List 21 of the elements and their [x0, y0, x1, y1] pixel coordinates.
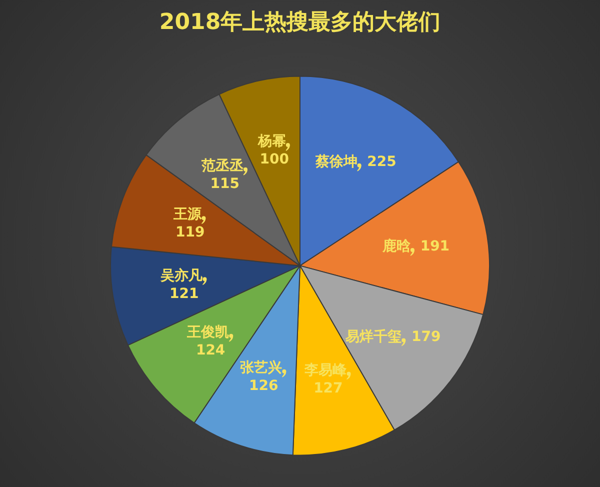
data-label: 121 [170, 286, 199, 302]
data-label: 126 [249, 378, 278, 394]
data-label: 119 [176, 224, 205, 241]
data-label: 115 [210, 176, 240, 192]
data-label: 225 [367, 154, 396, 170]
slice-label: 王俊凯 [186, 324, 230, 341]
slice-label: 鹿晗 [381, 238, 412, 255]
data-label: 124 [196, 342, 226, 359]
data-label: 100 [260, 152, 290, 168]
data-label: 127 [314, 380, 343, 396]
data-label: 179 [412, 328, 441, 345]
slice-label: 蔡徐坤 [314, 154, 358, 170]
slice-label: 王源 [172, 206, 203, 223]
slice-label: 张艺兴 [240, 359, 282, 376]
data-label: 191 [420, 238, 450, 255]
slice-label: 范丞丞 [200, 158, 244, 174]
slice-label: 李易峰 [304, 362, 348, 378]
chart-title: 2018年上热搜最多的大佬们 [159, 10, 441, 35]
slice-label: 吴亦凡 [160, 266, 203, 284]
slice-label: 杨幂 [256, 134, 286, 150]
slice-label: 易烊千玺 [344, 328, 402, 345]
